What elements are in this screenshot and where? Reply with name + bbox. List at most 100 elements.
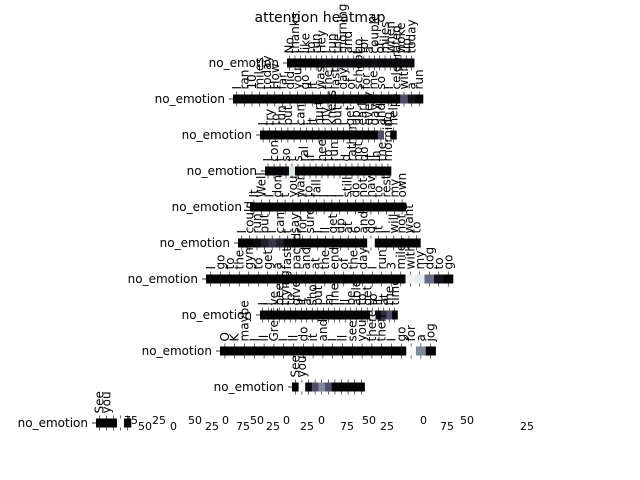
token-label: run xyxy=(309,33,323,53)
heatmap-cell xyxy=(283,238,292,248)
heatmap-cell xyxy=(331,310,338,320)
heatmap-cell xyxy=(327,346,338,356)
heatmap-cell xyxy=(400,94,409,104)
token-label: dog xyxy=(422,247,436,270)
colorbar-tick-label: 0 xyxy=(318,414,325,427)
heatmap-cell xyxy=(319,166,326,176)
heatmap-cell xyxy=(253,274,264,284)
token-label: do xyxy=(364,219,378,234)
token-label: it xyxy=(294,297,308,305)
heatmap-cell xyxy=(386,310,393,320)
token-label: I xyxy=(337,122,351,126)
token-label: not xyxy=(394,214,408,234)
heatmap-cell xyxy=(443,274,454,284)
heatmap-cell xyxy=(387,58,394,68)
heatmap-cell xyxy=(260,238,269,248)
token-label: gym xyxy=(242,243,256,269)
colorbar-tick-label: 25 xyxy=(380,420,394,433)
token-label: if xyxy=(303,153,317,161)
heatmap-cell xyxy=(304,202,313,212)
heatmap-cell xyxy=(425,346,436,356)
heatmap-cell xyxy=(96,418,104,428)
token-label: be xyxy=(344,291,358,306)
token-label: for xyxy=(404,325,418,342)
heatmap-cell xyxy=(352,238,360,248)
row-label: no_emotion xyxy=(160,236,230,250)
heatmap-cell xyxy=(359,130,366,140)
heatmap-cell xyxy=(396,274,406,284)
heatmap-row: no_emotionIgotothegymtogetafastpacedanda… xyxy=(128,233,455,287)
heatmap-cell xyxy=(344,382,352,392)
token-label: day xyxy=(356,247,370,269)
token-label: of xyxy=(344,77,358,89)
heatmap-cell xyxy=(351,202,360,212)
heatmap-cell xyxy=(309,94,317,104)
heatmap-cell xyxy=(311,382,319,392)
heatmap-cell xyxy=(382,238,391,248)
token-label: go xyxy=(352,39,366,54)
token-label: been xyxy=(272,276,286,306)
heatmap-cell xyxy=(324,58,330,68)
heatmap-cell xyxy=(276,238,284,248)
heatmap-cell xyxy=(336,238,345,248)
heatmap-cell xyxy=(403,58,410,68)
token-label: ll xyxy=(257,335,271,342)
token-label: morning xyxy=(336,4,350,54)
token-label: I xyxy=(333,194,347,198)
heatmap-cell xyxy=(110,418,118,428)
colorbar-tick-label: 75 xyxy=(340,420,354,433)
colorbar-tick-label: 50 xyxy=(188,414,202,427)
heatmap-cell xyxy=(359,238,368,248)
token-label: I xyxy=(256,302,270,306)
colorbar-tick-label: 0 xyxy=(420,414,427,427)
colorbar-tick-label: 50 xyxy=(138,420,152,433)
token-label: you xyxy=(355,319,369,341)
token-label: there xyxy=(365,310,379,342)
heatmap-cell xyxy=(318,58,325,68)
colorbar-tick-label: 25 xyxy=(205,420,219,433)
heatmap-cell xyxy=(362,94,371,104)
heatmap-cell xyxy=(306,238,315,248)
heatmap-cell xyxy=(359,310,365,320)
token-label: 10 xyxy=(245,74,259,89)
heatmap-cell xyxy=(316,94,325,104)
token-label: of xyxy=(373,41,387,53)
token-label: me xyxy=(367,70,381,89)
heatmap-cell xyxy=(309,130,317,140)
heatmap-cell xyxy=(240,94,249,104)
heatmap-cell xyxy=(260,310,266,320)
token-label: able xyxy=(349,280,363,306)
colorbar-tick-label: 75 xyxy=(236,420,250,433)
heatmap-cell xyxy=(215,274,226,284)
token-label: it xyxy=(363,153,377,161)
heatmap-cell xyxy=(366,58,373,68)
heatmap-cell xyxy=(367,274,378,284)
heatmap-cell xyxy=(278,94,287,104)
heatmap-cell xyxy=(301,274,311,284)
token-label: was xyxy=(313,66,327,89)
heatmap-cell xyxy=(302,58,309,68)
token-label: a xyxy=(362,46,376,53)
token-label: to xyxy=(283,293,297,305)
heatmap-cell xyxy=(385,94,393,104)
token-label: for xyxy=(357,37,371,54)
token-label: try xyxy=(262,109,276,126)
heatmap-cell xyxy=(234,274,245,284)
heatmap-cell xyxy=(407,94,416,104)
token-label: helps xyxy=(386,93,400,125)
token-label: do xyxy=(348,183,362,198)
heatmap-cell xyxy=(318,382,326,392)
token-label: run xyxy=(275,105,289,125)
heatmap-cell xyxy=(263,274,273,284)
colorbar-tick-label: 25 xyxy=(300,420,314,433)
token-label: get xyxy=(360,286,374,306)
heatmap-cell xyxy=(117,418,125,428)
heatmap-cell xyxy=(398,58,404,68)
token-label: see xyxy=(345,320,359,341)
heatmap-cell xyxy=(103,418,111,428)
token-label: say xyxy=(288,213,302,234)
token-label: to xyxy=(251,257,265,269)
heatmap-cell xyxy=(253,238,262,248)
heatmap-cell xyxy=(343,166,350,176)
